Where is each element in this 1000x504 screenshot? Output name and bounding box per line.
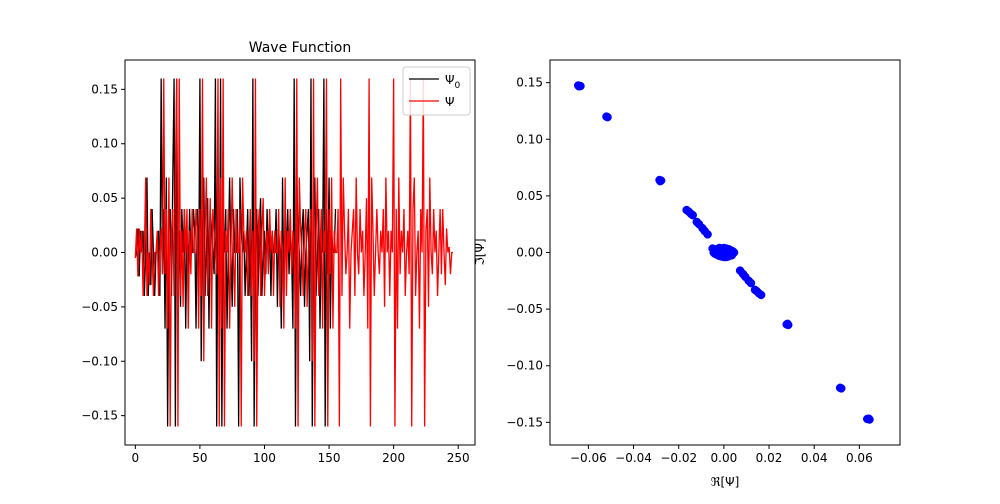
legend-label-psi-base: Ψ <box>445 95 454 109</box>
y-tick-label: −0.10 <box>81 354 118 368</box>
x-tick-label: 0.00 <box>711 451 738 465</box>
x-axis-ticks: −0.06 −0.04 −0.02 0.00 0.02 0.04 0.06 <box>570 445 873 465</box>
y-tick-label: 0.00 <box>516 246 543 260</box>
scatter-point <box>703 230 712 239</box>
wave-function-panel: Wave Function 0 50 100 150 200 250 −0.15 −0.10… <box>81 40 476 465</box>
x-tick-label: 0.02 <box>756 451 783 465</box>
x-tick-label: 100 <box>253 451 276 465</box>
y-axis-label: ℑ[Ψ] <box>473 238 487 265</box>
y-tick-label: 0.10 <box>91 137 118 151</box>
scatter-point <box>783 320 793 330</box>
x-tick-label: 0.04 <box>801 451 828 465</box>
x-tick-label: 0.06 <box>846 451 873 465</box>
y-axis-ticks: −0.15 −0.10 −0.05 0.00 0.05 0.10 0.15 <box>506 76 550 429</box>
y-tick-label: −0.10 <box>506 359 543 373</box>
y-tick-label: −0.05 <box>81 300 118 314</box>
legend-box <box>402 66 471 116</box>
plot-frame <box>124 59 476 446</box>
y-tick-label: 0.05 <box>516 189 543 203</box>
scatter-point <box>711 245 721 254</box>
plot-frame <box>549 59 901 446</box>
x-axis-label: ℜ[Ψ] <box>711 475 740 489</box>
y-tick-label: 0.15 <box>516 76 543 90</box>
x-tick-label: 150 <box>318 451 341 465</box>
scatter-point <box>756 290 766 300</box>
scatter-point <box>746 278 756 288</box>
y-tick-label: 0.10 <box>516 132 543 146</box>
y-axis-ticks: −0.15 −0.10 −0.05 0.00 0.05 0.10 0.15 <box>81 82 125 423</box>
x-tick-label: 0 <box>132 451 140 465</box>
x-tick-label: 200 <box>382 451 405 465</box>
scatter-point <box>837 384 846 393</box>
complex-plane-panel: −0.06 −0.04 −0.02 0.00 0.02 0.04 0.06 −0.15−0.… <box>473 59 901 489</box>
scatter-point <box>603 112 612 122</box>
scatter-point <box>655 176 665 186</box>
legend-label-psi: Ψ <box>445 95 454 109</box>
y-tick-label: −0.15 <box>506 415 543 429</box>
series-line-psi <box>134 78 454 427</box>
legend: Ψ0 Ψ <box>402 66 471 116</box>
y-tick-label: 0.00 <box>91 246 118 260</box>
scatter-plot-area <box>573 81 874 424</box>
legend-label-psi0-sub: 0 <box>454 81 460 91</box>
y-tick-label: −0.05 <box>506 302 543 316</box>
x-tick-label: 250 <box>447 451 470 465</box>
x-tick-label: 50 <box>192 451 207 465</box>
x-tick-label: −0.06 <box>570 451 607 465</box>
scatter-point <box>727 251 737 260</box>
scatter-point <box>865 415 874 424</box>
x-tick-label: −0.04 <box>615 451 652 465</box>
line-plot-area <box>134 78 454 427</box>
legend-label-psi0: Ψ0 <box>445 73 460 91</box>
y-tick-label: 0.15 <box>91 82 118 96</box>
chart-title: Wave Function <box>249 40 351 56</box>
scatter-point <box>574 82 584 91</box>
legend-label-psi0-base: Ψ <box>445 73 454 87</box>
scatter-point <box>719 249 729 259</box>
y-tick-label: −0.15 <box>81 409 118 423</box>
scatter-point <box>688 210 697 220</box>
x-axis-ticks: 0 50 100 150 200 250 <box>132 445 470 465</box>
x-tick-label: −0.02 <box>660 451 697 465</box>
y-tick-label: 0.05 <box>91 191 118 205</box>
